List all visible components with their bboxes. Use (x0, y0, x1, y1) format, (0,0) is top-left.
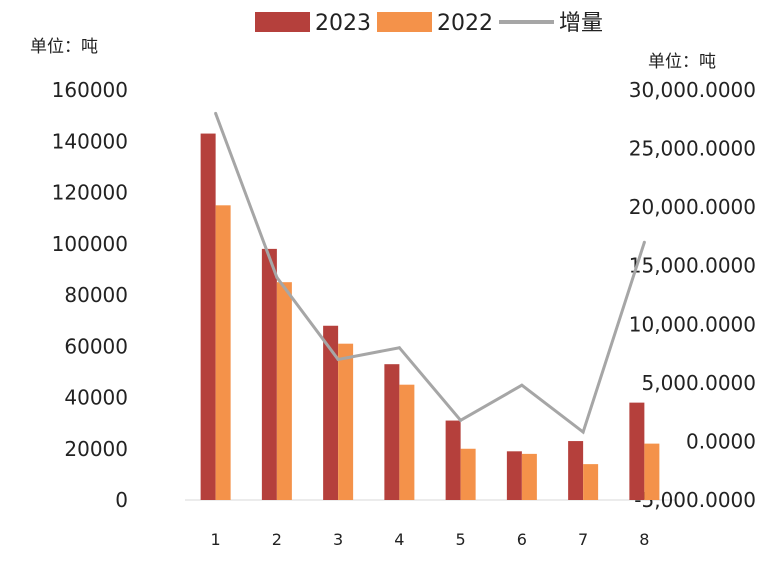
x-tick-label: 4 (394, 530, 404, 549)
x-tick-label: 5 (456, 530, 466, 549)
bar-2022-2 (276, 282, 292, 500)
bars (200, 133, 660, 500)
legend-label-增量: 增量 (559, 11, 603, 36)
bar-2023-1 (200, 133, 216, 500)
point-增量-7 (581, 430, 585, 434)
point-增量-4 (397, 346, 401, 350)
legend-label-2022: 2022 (437, 11, 493, 36)
point-增量-1 (214, 111, 218, 115)
left-tick-label: 60000 (64, 334, 128, 358)
bar-2023-6 (506, 451, 522, 500)
x-tick-label: 7 (578, 530, 588, 549)
x-tick-label: 6 (517, 530, 527, 549)
bar-2022-1 (215, 205, 231, 500)
left-tick-label: 100000 (52, 232, 128, 256)
right-unit-label: 单位：吨 (648, 52, 716, 72)
point-增量-3 (336, 357, 340, 361)
left-tick-label: 120000 (52, 181, 128, 205)
line-增量 (214, 112, 646, 435)
point-增量-6 (520, 383, 524, 387)
left-tick-label: 0 (115, 488, 128, 512)
bar-2023-7 (568, 441, 584, 500)
right-tick-label: 30,000.0000 (629, 78, 756, 102)
bar-2022-6 (521, 453, 537, 500)
legend-swatch-2023 (255, 12, 310, 32)
point-增量-8 (642, 240, 646, 244)
x-tick-label: 3 (333, 530, 343, 549)
left-tick-label: 40000 (64, 386, 128, 410)
bar-2022-7 (583, 464, 599, 500)
bar-2022-5 (460, 448, 476, 500)
bar-2022-8 (644, 443, 660, 500)
bar-2023-8 (629, 402, 645, 500)
x-tick-label: 8 (639, 530, 649, 549)
left-axis: 0 20000 40000 60000 80000 100000 120000 140000 1… (52, 78, 675, 512)
point-增量-5 (459, 418, 463, 422)
right-axis: -5,000.00000.00005,000.000010,000.000015… (629, 78, 756, 512)
bar-2023-3 (323, 325, 339, 500)
legend-label-2023: 2023 (315, 11, 371, 36)
increment-line (214, 111, 646, 435)
right-tick-label: 20,000.0000 (629, 195, 756, 219)
right-tick-label: 5,000.0000 (641, 371, 756, 395)
bar-2022-4 (399, 384, 415, 500)
legend-swatch-2022 (377, 12, 432, 32)
left-tick-label: 20000 (64, 437, 128, 461)
left-tick-label: 80000 (64, 283, 128, 307)
x-tick-label: 1 (211, 530, 221, 549)
bar-2023-2 (261, 248, 277, 500)
right-tick-label: 0.0000 (686, 429, 756, 453)
right-tick-label: 25,000.0000 (629, 137, 756, 161)
left-tick-label: 140000 (52, 129, 128, 153)
bar-2023-4 (384, 364, 400, 500)
left-unit-label: 单位：吨 (30, 37, 98, 57)
bar-2022-3 (338, 343, 354, 500)
right-tick-label: 10,000.0000 (629, 312, 756, 336)
right-tick-label: 15,000.0000 (629, 254, 756, 278)
x-tick-label: 2 (272, 530, 282, 549)
point-增量-2 (275, 275, 279, 279)
left-tick-label: 160000 (52, 78, 128, 102)
x-axis: 1 2 3 4 5 6 7 8 (211, 530, 650, 549)
bar-2023-5 (445, 420, 461, 500)
legend: 2023 2022 增量 (255, 11, 603, 36)
